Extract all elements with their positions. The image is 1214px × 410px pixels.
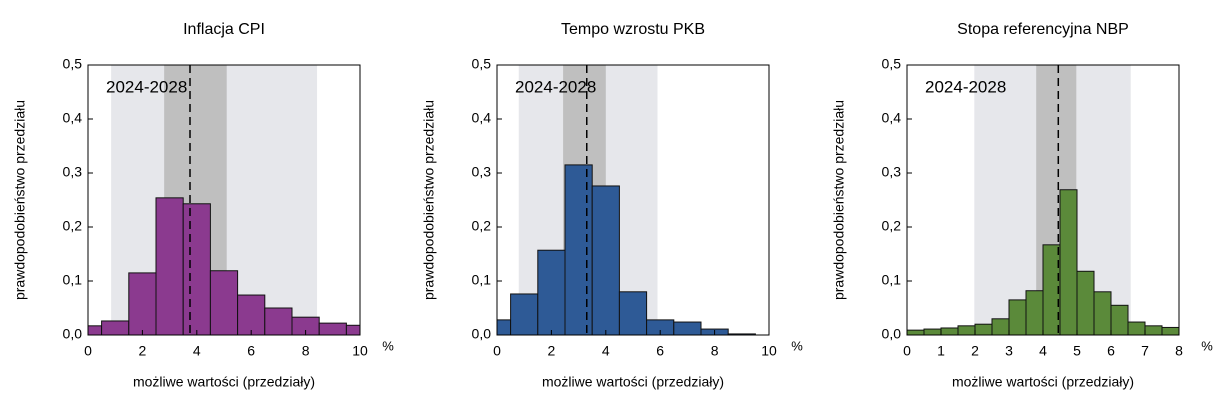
annotation: 2024-2028 <box>925 77 1006 96</box>
chart: Stopa referencyjna NBP 2024-2028 0,0 0,1 0,2… <box>831 21 1214 389</box>
bar <box>1144 325 1163 336</box>
x-tick-label: 6 <box>247 343 255 359</box>
bar <box>991 318 1010 336</box>
bar <box>940 327 959 336</box>
y-tick-label: 0,0 <box>472 326 492 342</box>
bar <box>1042 244 1061 336</box>
x-unit-label: % <box>382 338 394 353</box>
plot-frame <box>496 64 770 336</box>
x-unit-label: % <box>1201 338 1213 353</box>
x-tick-label: 6 <box>1107 343 1115 359</box>
y-tick-label: 0,4 <box>63 110 83 126</box>
y-tick-label: 0,1 <box>63 272 83 288</box>
bar <box>264 307 293 336</box>
bar <box>974 323 993 336</box>
bar <box>591 185 620 336</box>
bar <box>923 328 942 336</box>
bar <box>1008 299 1027 336</box>
y-tick-label: 0,2 <box>63 218 83 234</box>
y-axis-label: prawdopodobieństwo przedziału <box>831 100 847 300</box>
bar <box>1059 189 1078 336</box>
bar <box>496 319 512 336</box>
x-tick-label: 10 <box>761 343 777 359</box>
bar <box>537 249 566 336</box>
y-axis-label: prawdopodobieństwo przedziału <box>12 100 28 300</box>
y-tick-label: 0,5 <box>472 56 492 72</box>
y-tick-label: 0,5 <box>882 56 902 72</box>
y-tick-label: 0,2 <box>882 218 902 234</box>
plot-frame <box>87 64 361 336</box>
y-tick-label: 0,4 <box>882 110 902 126</box>
bar <box>618 291 648 336</box>
bar <box>673 321 702 336</box>
x-tick-label: 7 <box>1141 343 1149 359</box>
bar <box>957 325 976 336</box>
x-tick-label: 5 <box>1073 343 1081 359</box>
y-tick-label: 0,2 <box>472 218 492 234</box>
chart-title: Inflacja CPI <box>183 21 265 38</box>
x-tick-label: 2 <box>971 343 979 359</box>
bar <box>1025 290 1044 336</box>
bar <box>1110 304 1129 336</box>
x-tick-label: 4 <box>193 343 201 359</box>
x-tick-label: 1 <box>937 343 945 359</box>
annotation: 2024-2028 <box>106 77 187 96</box>
bar <box>564 164 593 336</box>
x-tick-label: 3 <box>1005 343 1013 359</box>
x-tick-label: 2 <box>139 343 147 359</box>
bar <box>237 294 266 336</box>
x-tick-label: 10 <box>352 343 368 359</box>
bar <box>128 272 157 336</box>
y-tick-label: 0,3 <box>882 164 902 180</box>
bar <box>510 293 539 336</box>
bar <box>1076 270 1095 336</box>
y-axis-label: prawdopodobieństwo przedziału <box>421 100 437 300</box>
bar <box>101 320 130 336</box>
annotation: 2024-2028 <box>515 77 596 96</box>
y-tick-label: 0,1 <box>882 272 902 288</box>
x-axis-label: możliwe wartości (przedziały) <box>952 374 1134 390</box>
chart: Tempo wzrostu PKB 2024-2028 0,0 0,1 0,2 0,3 0,… <box>421 21 804 389</box>
x-tick-label: 0 <box>903 343 911 359</box>
x-tick-label: 4 <box>1039 343 1047 359</box>
x-tick-label: 6 <box>656 343 664 359</box>
x-axis-label: możliwe wartości (przedziały) <box>133 374 315 390</box>
bar <box>1093 291 1112 336</box>
x-tick-label: 8 <box>711 343 719 359</box>
bar <box>1161 326 1180 336</box>
x-axis-label: możliwe wartości (przedziały) <box>542 374 724 390</box>
x-tick-label: 8 <box>1175 343 1183 359</box>
y-tick-label: 0,1 <box>472 272 492 288</box>
x-tick-label: 4 <box>602 343 610 359</box>
chart-title: Tempo wzrostu PKB <box>561 21 705 38</box>
chart-title: Stopa referencyjna NBP <box>957 21 1129 38</box>
x-unit-label: % <box>791 338 803 353</box>
chart: Inflacja CPI 2024-2028 0,0 0,1 0,2 0,3 0,4 0,5 0… <box>12 21 395 389</box>
bar <box>1127 321 1146 336</box>
bar <box>155 197 184 336</box>
bar <box>318 322 347 336</box>
y-tick-label: 0,5 <box>63 56 83 72</box>
bar <box>906 329 925 336</box>
x-tick-label: 2 <box>548 343 556 359</box>
bar <box>345 324 361 336</box>
bar <box>182 203 211 336</box>
y-tick-label: 0,0 <box>63 326 83 342</box>
y-tick-label: 0,3 <box>63 164 83 180</box>
y-tick-label: 0,0 <box>882 326 902 342</box>
y-tick-label: 0,4 <box>472 110 492 126</box>
x-tick-label: 8 <box>302 343 310 359</box>
y-tick-label: 0,3 <box>472 164 492 180</box>
x-tick-label: 0 <box>493 343 501 359</box>
bar <box>87 325 103 336</box>
bar <box>209 270 239 336</box>
x-tick-label: 0 <box>84 343 92 359</box>
